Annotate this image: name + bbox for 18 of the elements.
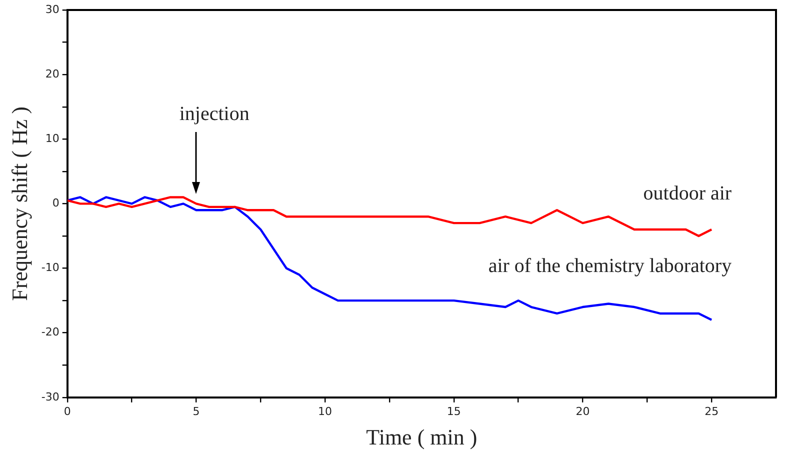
y-tick-label: -30 <box>41 390 60 404</box>
x-axis-title: Time ( min ) <box>366 424 478 450</box>
x-tick-label: 15 <box>446 404 461 418</box>
x-tick-label: 20 <box>576 404 590 418</box>
y-tick-label: 10 <box>45 132 60 145</box>
x-tick-label: 0 <box>64 404 71 418</box>
series-label: air of the chemistry laboratory <box>488 254 732 277</box>
annotation: injection <box>179 102 250 125</box>
x-tick-label: 25 <box>704 404 719 418</box>
y-tick-label: 30 <box>45 2 60 16</box>
y-axis-title: Frequency shift ( Hz ) <box>6 106 32 301</box>
y-tick-label: -10 <box>41 261 60 274</box>
y-tick-label: 0 <box>52 196 60 210</box>
y-tick-label: -20 <box>41 326 60 339</box>
x-tick-label: 5 <box>192 404 200 418</box>
x-tick-label: 10 <box>318 404 332 418</box>
series-label: outdoor air <box>643 182 732 205</box>
y-tick-label: 20 <box>45 67 60 80</box>
